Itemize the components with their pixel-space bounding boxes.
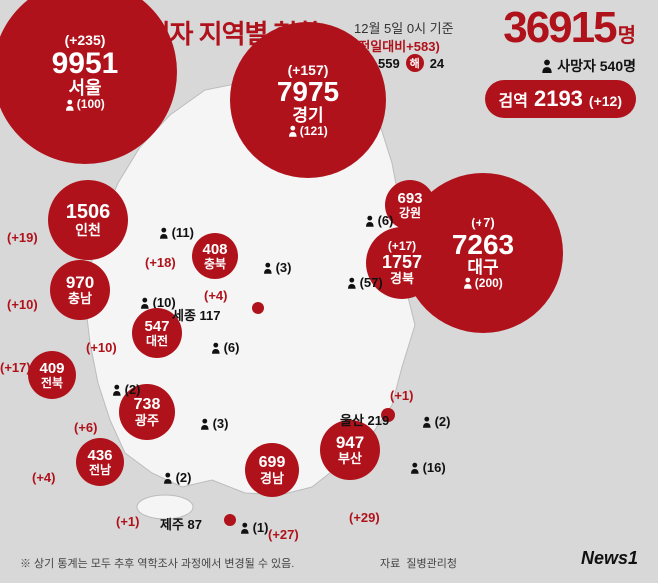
domestic-value: 559 xyxy=(378,56,400,71)
region-cases: 547 xyxy=(144,319,169,335)
region-cases: 970 xyxy=(66,274,94,292)
region-bubble: (+157)7975경기 (121) xyxy=(230,22,386,178)
region-delta-side: (+4) xyxy=(32,470,55,485)
quarantine-label: 검역 xyxy=(499,87,528,111)
region-delta-side: (+29) xyxy=(349,510,380,525)
quarantine-value: 2193 xyxy=(534,86,583,112)
region-cases: 738 xyxy=(134,397,161,414)
region-delta-side: (+17) xyxy=(0,360,31,375)
region-deaths: (200) xyxy=(463,277,503,290)
as-of-date: 12월 5일 0시 기준 xyxy=(354,18,454,37)
region-delta-side: (+1) xyxy=(390,388,413,403)
footnote: ※ 상기 통계는 모두 추후 역학조사 과정에서 변경될 수 있음. xyxy=(20,555,294,571)
region-bubble: 1506인천 xyxy=(48,180,128,260)
region-deaths-side: (3) xyxy=(200,416,228,431)
region-cases: 693 xyxy=(397,191,422,207)
region-name: 광주 xyxy=(135,414,159,428)
deaths-label: 사망자 540명 xyxy=(557,56,636,76)
region-delta-side: (+19) xyxy=(7,230,38,245)
region-dot xyxy=(252,302,264,314)
region-delta-side: (+27) xyxy=(268,527,299,542)
total-deaths: 사망자 540명 xyxy=(541,56,636,76)
region-cases: 436 xyxy=(87,448,112,464)
total-number: 36915 xyxy=(503,3,615,52)
overseas-value: 24 xyxy=(430,56,444,71)
region-deaths-side: (6) xyxy=(211,340,239,355)
region-cases: 7263 xyxy=(452,230,514,259)
region-deaths-side: (2) xyxy=(422,414,450,429)
source-value: 질병관리청 xyxy=(406,558,457,570)
region-label: 제주 87 xyxy=(160,514,202,533)
region-cases: 409 xyxy=(39,361,64,377)
region-name: 전북 xyxy=(41,377,63,390)
region-delta-side: (+9) xyxy=(461,210,484,225)
infographic-canvas: 코로나19 확진자 지역별 현황 12월 5일 0시 기준 (전일대비+583)… xyxy=(0,0,658,583)
region-delta-side: (+10) xyxy=(86,340,117,355)
region-deaths-side: (57) xyxy=(347,275,383,290)
region-cases: 1757 xyxy=(382,253,422,272)
region-name: 부산 xyxy=(338,452,362,466)
region-delta-side: (+10) xyxy=(7,297,38,312)
region-deaths-side: (16) xyxy=(410,460,446,475)
region-deaths: (100) xyxy=(65,98,105,111)
quarantine-pill: 검역 2193 (+12) xyxy=(485,80,636,118)
source: 자료 질병관리청 xyxy=(380,555,457,571)
region-bubble: 408충북 xyxy=(192,233,238,279)
region-delta: (+235) xyxy=(65,33,106,48)
quarantine-delta: (+12) xyxy=(589,93,622,109)
region-name: 전남 xyxy=(89,464,111,477)
region-deaths-side: (2) xyxy=(163,470,191,485)
region-delta: (+157) xyxy=(288,63,329,78)
brand-logo: News1 xyxy=(581,548,638,569)
region-delta-side: (+4) xyxy=(204,288,227,303)
region-name: 충남 xyxy=(68,292,92,306)
region-name: 경기 xyxy=(292,107,323,125)
region-delta-side: (+6) xyxy=(74,420,97,435)
region-cases: 9951 xyxy=(52,48,119,80)
region-deaths-side: (6) xyxy=(365,213,393,228)
region-deaths-side: (3) xyxy=(263,260,291,275)
total-cases: 36915명 xyxy=(503,6,636,50)
region-deaths-side: (11) xyxy=(159,225,194,240)
region-deaths-side: (1) xyxy=(240,520,268,535)
region-bubble: 947부산 xyxy=(320,420,380,480)
region-bubble: 409전북 xyxy=(28,351,76,399)
region-cases: 947 xyxy=(336,434,364,452)
region-deaths-side: (2) xyxy=(112,382,140,397)
region-label: 세종 117 xyxy=(172,305,221,324)
region-name: 대전 xyxy=(146,335,168,348)
region-dot xyxy=(224,514,236,526)
region-name: 충북 xyxy=(204,258,226,271)
region-cases: 408 xyxy=(202,242,227,258)
region-name: 서울 xyxy=(68,79,101,98)
source-label: 자료 xyxy=(380,558,400,570)
region-deaths: (121) xyxy=(288,125,328,138)
region-delta-side: (+1) xyxy=(116,514,139,529)
region-cases: 7975 xyxy=(277,77,339,106)
region-name: 인천 xyxy=(75,223,101,238)
region-label: 울산 219 xyxy=(340,410,389,429)
overseas-icon: 해 xyxy=(406,54,424,72)
region-name: 경북 xyxy=(390,272,414,286)
region-delta-side: (+18) xyxy=(145,255,176,270)
region-name: 대구 xyxy=(467,259,498,277)
brand-name: News1 xyxy=(581,548,638,568)
region-name: 강원 xyxy=(399,207,421,220)
total-unit: 명 xyxy=(618,25,636,47)
region-cases: 699 xyxy=(259,455,286,472)
region-bubble: 970충남 xyxy=(50,260,110,320)
person-icon xyxy=(541,59,553,73)
region-bubble: 436전남 xyxy=(76,438,124,486)
region-cases: 1506 xyxy=(66,202,111,223)
region-bubble: 699경남 xyxy=(245,443,299,497)
region-name: 경남 xyxy=(260,472,284,486)
